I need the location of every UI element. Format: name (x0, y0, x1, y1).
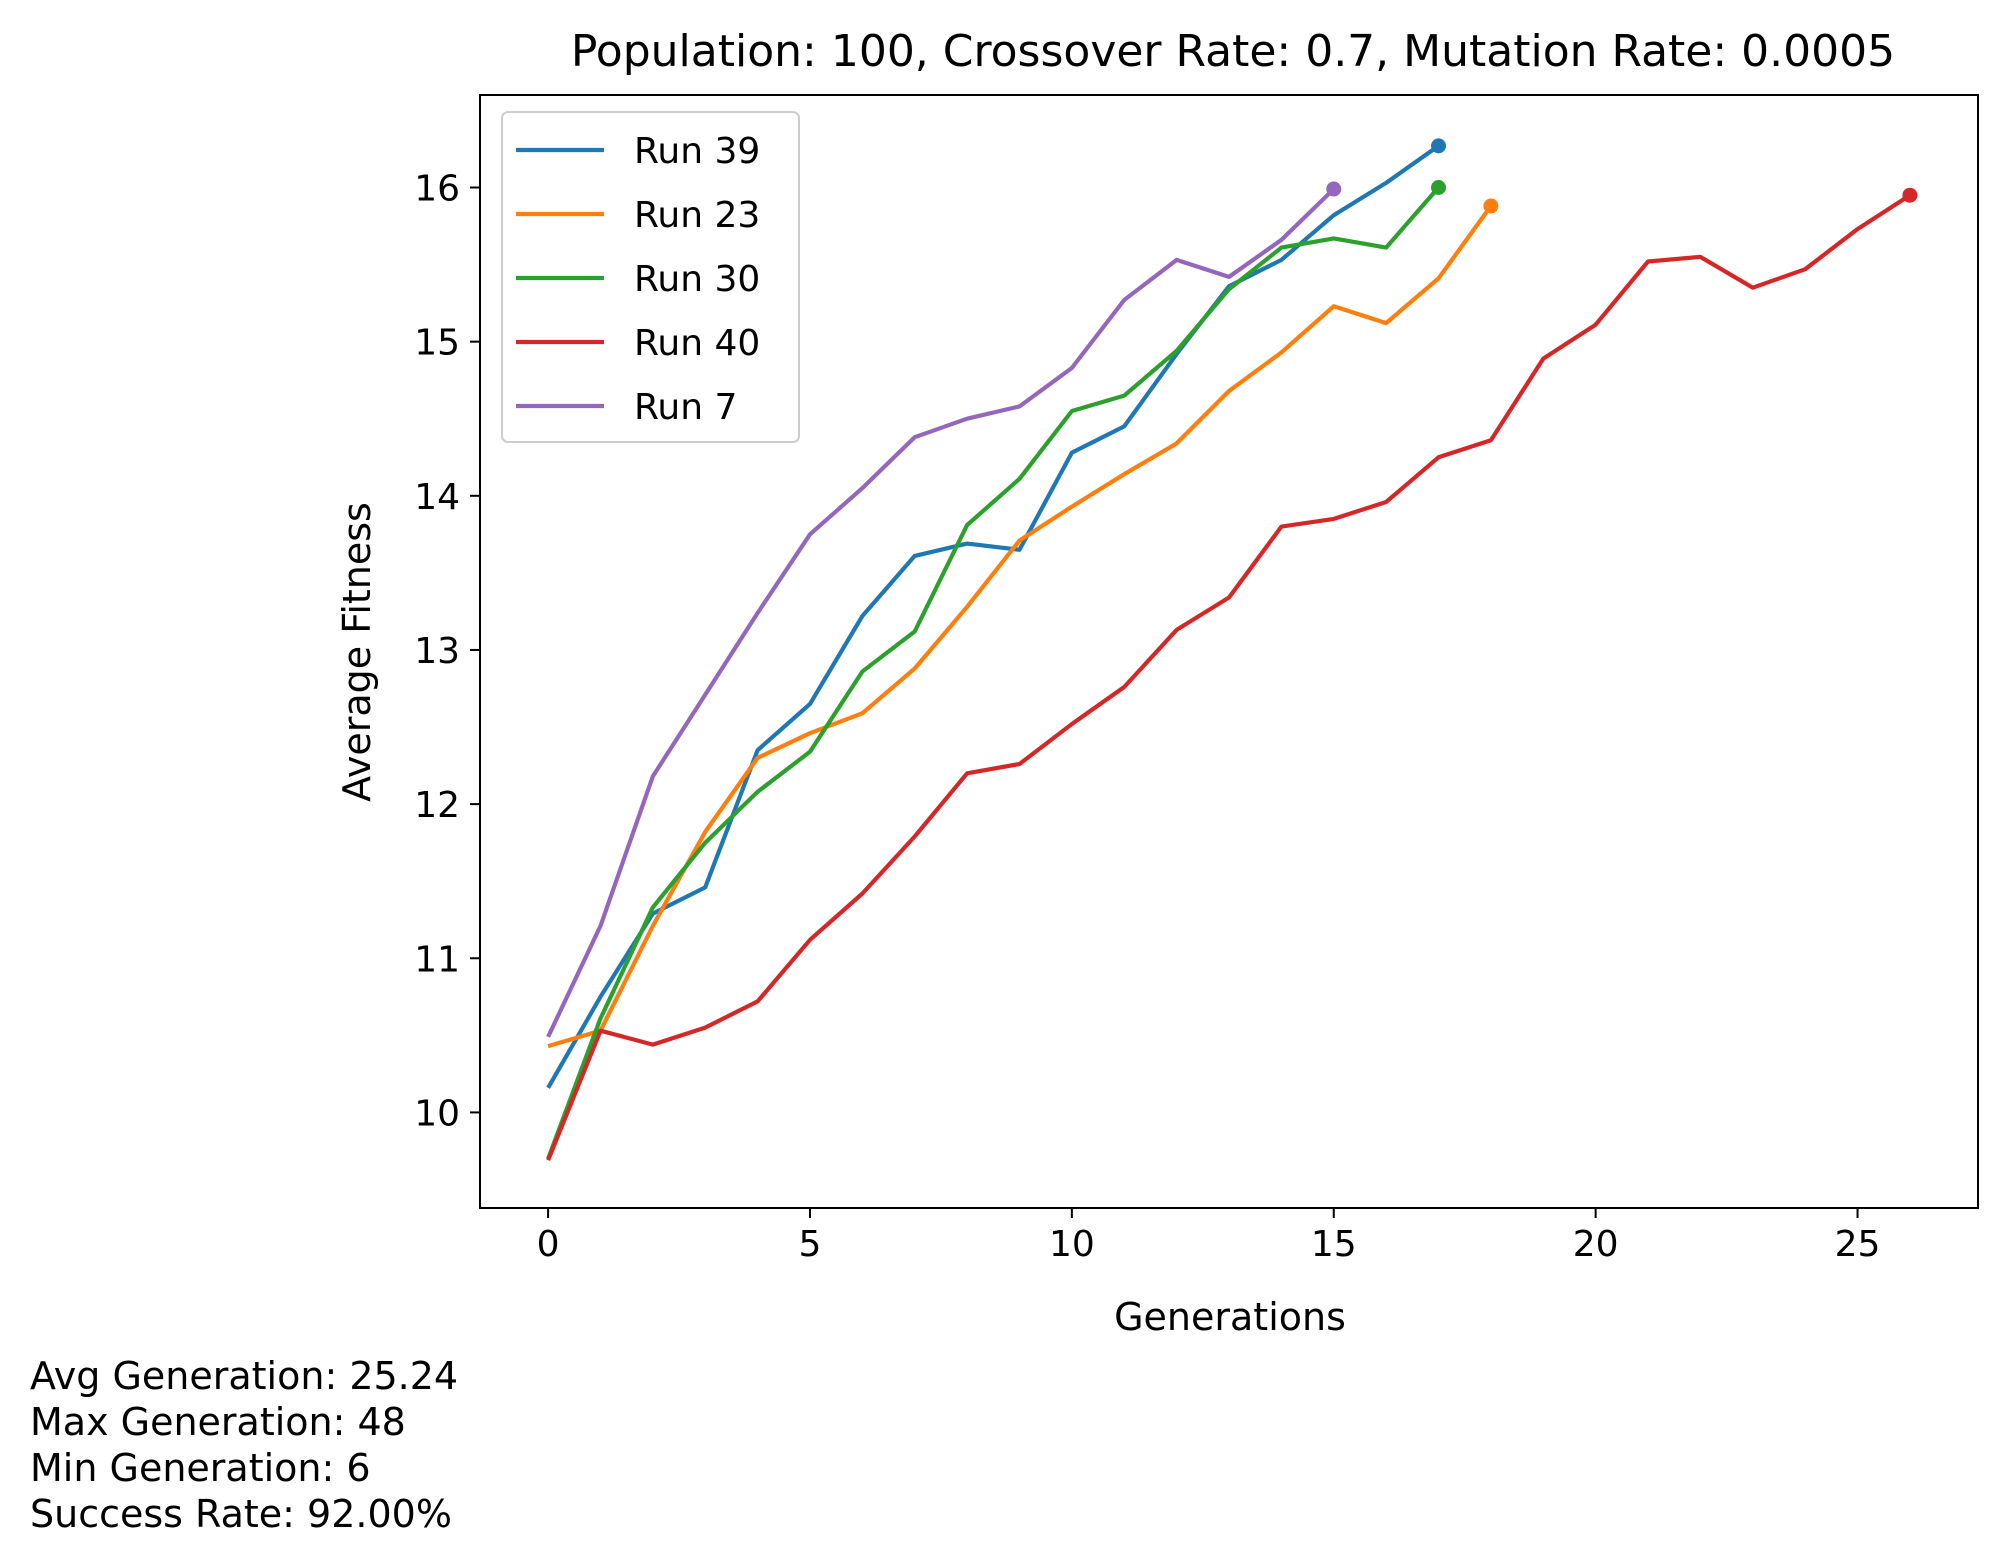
success-rate-text: Success Rate: 92.00% (30, 1492, 452, 1536)
y-tick-label-2: 12 (414, 785, 460, 826)
legend-label-3: Run 30 (634, 259, 760, 300)
avg-generation-text: Avg Generation: 25.24 (30, 1354, 459, 1398)
x-tick-label-4: 20 (1573, 1224, 1619, 1265)
series-end-marker-1 (1431, 138, 1447, 154)
series-line-4 (546, 193, 1912, 1161)
series-end-marker-3 (1431, 179, 1447, 195)
series-end-marker-2 (1483, 198, 1499, 214)
y-axis-label: Average Fitness (335, 502, 379, 802)
x-tick-label-5: 25 (1835, 1224, 1881, 1265)
x-tick-label-2: 10 (1049, 1224, 1095, 1265)
legend-label-1: Run 39 (634, 131, 760, 172)
y-tick-label-0: 10 (414, 1093, 460, 1134)
legend-label-2: Run 23 (634, 195, 760, 236)
legend-box (501, 111, 800, 443)
series-line-1 (546, 144, 1440, 1089)
y-tick-label-5: 15 (414, 323, 460, 364)
min-generation-text: Min Generation: 6 (30, 1446, 371, 1490)
x-tick-label-1: 5 (799, 1224, 822, 1265)
legend-label-5: Run 7 (634, 387, 737, 428)
series-line-2 (547, 204, 1493, 1049)
y-tick-label-4: 14 (414, 477, 460, 518)
x-tick-label-3: 15 (1311, 1224, 1357, 1265)
x-axis-label: Generations (1114, 1295, 1346, 1339)
summary-statistics: Avg Generation: 25.24 Max Generation: 48 M… (30, 1353, 458, 1537)
series-line-5 (546, 187, 1336, 1038)
series-line-3 (546, 186, 1441, 1160)
max-generation-text: Max Generation: 48 (30, 1400, 406, 1444)
axes-layer: 0 5 10 15 20 25 10 11 12 13 14 15 16 (414, 94, 1979, 1265)
y-tick-label-6: 16 (414, 168, 460, 209)
series-end-marker-4 (1902, 187, 1918, 203)
series-layer (546, 138, 1918, 1161)
y-tick-label-3: 13 (414, 631, 460, 672)
chart-title: Population: 100, Crossover Rate: 0.7, Mu… (571, 26, 1895, 77)
series-end-marker-5 (1326, 181, 1342, 197)
axes-frame (479, 94, 1979, 1209)
legend-label-4: Run 40 (634, 323, 760, 364)
x-tick-label-0: 0 (537, 1224, 560, 1265)
legend: Run 39 Run 23 Run 30 Run 40 Run 7 (501, 111, 800, 443)
y-tick-label-1: 11 (414, 939, 460, 980)
